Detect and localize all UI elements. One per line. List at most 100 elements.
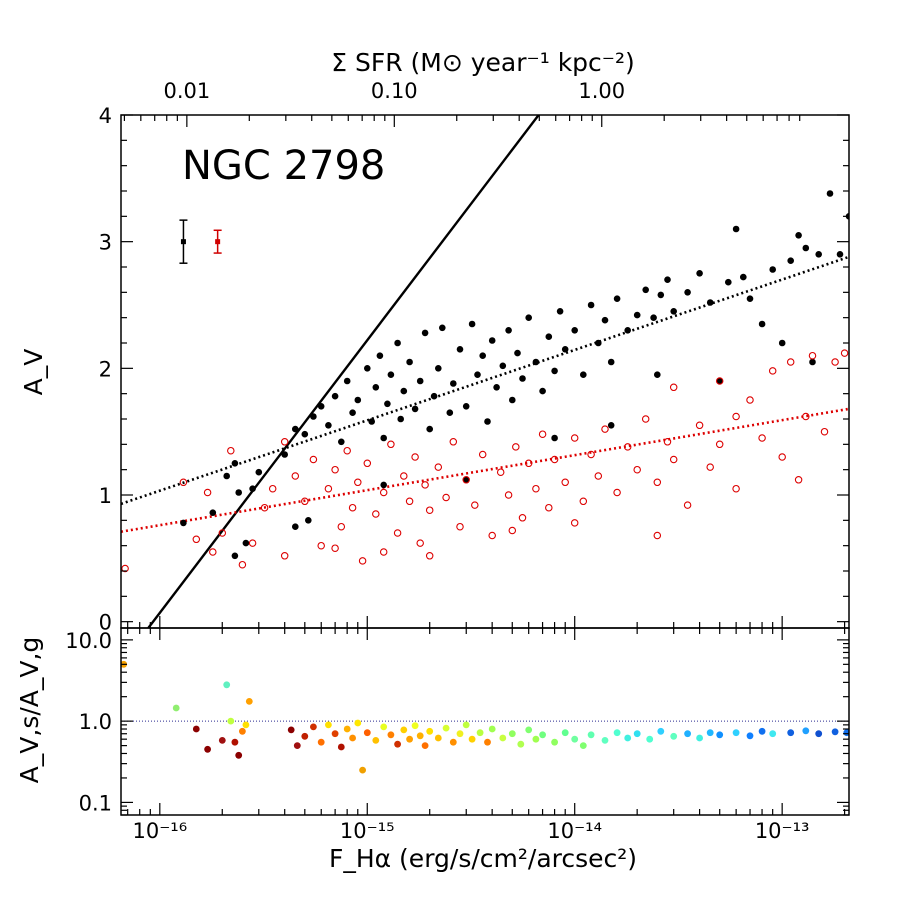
red-point-21 (358, 557, 367, 565)
ratio-point-65 (716, 731, 724, 739)
black-point-64 (595, 339, 602, 347)
red-point-27 (400, 472, 408, 480)
black-point-14 (317, 403, 325, 410)
y-tick-label-ratio: 1.0 (79, 710, 112, 734)
black-point-16 (331, 392, 339, 400)
ratio-point-62 (684, 730, 691, 738)
black-point-87 (795, 232, 802, 239)
black-point-4 (235, 489, 242, 496)
fit-line-0 (147, 115, 540, 628)
red-point-38 (471, 501, 479, 509)
red-point-7 (248, 539, 257, 547)
red-point-55 (601, 425, 609, 433)
y-axis-title-ratio: A_V,s/A_V,g (15, 637, 44, 784)
red-point-66 (715, 440, 724, 449)
ratio-point-13 (293, 742, 301, 749)
x-axis-title: F_Hα (erg/s/cm²/arcsec²) (329, 844, 637, 873)
black-point-45 (479, 352, 487, 360)
ratio-point-69 (769, 730, 777, 738)
black-point-68 (624, 327, 631, 334)
ratio-point-21 (349, 734, 356, 742)
scatter-points-layer (121, 190, 849, 573)
red-point-75 (808, 351, 817, 360)
black-point-65 (601, 316, 609, 324)
black-point-83 (758, 320, 766, 328)
ratio-point-6 (227, 717, 235, 725)
ratio-point-46 (517, 740, 525, 748)
red-point-48 (545, 503, 553, 512)
red-point-63 (683, 501, 692, 509)
error-bar-point-1 (215, 239, 221, 245)
red-point-61 (663, 438, 672, 446)
ratio-point-18 (331, 730, 339, 738)
red-point-67 (732, 484, 740, 493)
red-point-65 (706, 463, 714, 471)
ratio-point-29 (400, 726, 408, 734)
red-point-23 (372, 510, 380, 518)
black-point-70 (642, 286, 649, 294)
ratio-point-26 (380, 723, 388, 731)
black-point-66 (607, 358, 615, 366)
red-point-35 (449, 438, 458, 446)
black-point-28 (394, 339, 401, 347)
ratio-point-16 (317, 738, 325, 746)
black-point-30 (400, 387, 408, 395)
ratio-point-24 (363, 729, 371, 737)
ratio-point-60 (657, 727, 665, 735)
red-point-2 (192, 535, 201, 544)
black-point-47 (488, 337, 496, 344)
black-point-84 (769, 266, 776, 273)
red-point-84 (715, 377, 724, 385)
ratio-point-72 (815, 730, 823, 738)
ratio-point-59 (646, 735, 654, 743)
y-tick-label-main: 2 (99, 357, 112, 381)
fit-line-1 (121, 255, 849, 506)
black-point-67 (613, 295, 621, 303)
black-point-73 (664, 276, 671, 284)
red-point-42 (504, 491, 513, 499)
red-point-30 (416, 539, 424, 547)
black-point-42 (462, 403, 470, 410)
ratio-point-58 (633, 730, 641, 738)
black-point-86 (787, 257, 794, 265)
red-point-57 (623, 443, 632, 451)
red-point-51 (570, 434, 579, 442)
ratio-point-43 (488, 725, 496, 733)
black-point-62 (580, 371, 587, 379)
red-point-36 (456, 522, 464, 531)
top-tick-label: 0.10 (371, 79, 418, 103)
red-point-70 (768, 367, 777, 375)
black-point-63 (587, 301, 595, 309)
black-point-53 (519, 375, 526, 382)
black-point-99 (551, 434, 558, 442)
black-point-0 (180, 519, 187, 527)
black-point-8 (255, 468, 263, 476)
black-point-97 (292, 523, 299, 530)
red-point-16 (331, 465, 339, 474)
x-tick-label: 10⁻¹⁶ (132, 819, 187, 843)
black-point-7 (249, 485, 256, 493)
black-point-61 (571, 327, 578, 334)
red-point-6 (238, 560, 247, 569)
red-point-29 (411, 453, 419, 461)
black-point-81 (740, 273, 747, 281)
ratio-point-12 (287, 726, 295, 734)
black-point-72 (657, 291, 665, 299)
black-point-56 (539, 387, 546, 395)
black-point-71 (650, 314, 657, 322)
ratio-point-55 (601, 737, 609, 744)
red-point-4 (218, 529, 227, 537)
red-point-81 (425, 552, 434, 560)
red-point-40 (488, 531, 496, 540)
red-point-18 (343, 446, 351, 455)
ratio-point-48 (532, 735, 540, 743)
x-tick-label: 10⁻¹⁵ (340, 819, 395, 843)
ratio-point-56 (613, 729, 621, 737)
black-point-51 (509, 396, 516, 404)
ratio-point-40 (468, 735, 476, 743)
black-point-75 (684, 289, 691, 296)
black-point-40 (450, 380, 457, 387)
red-point-88 (280, 438, 289, 446)
top-axis-title: Σ SFR (M⊙ year⁻¹ kpc⁻²) (331, 48, 635, 77)
black-point-13 (310, 413, 317, 420)
